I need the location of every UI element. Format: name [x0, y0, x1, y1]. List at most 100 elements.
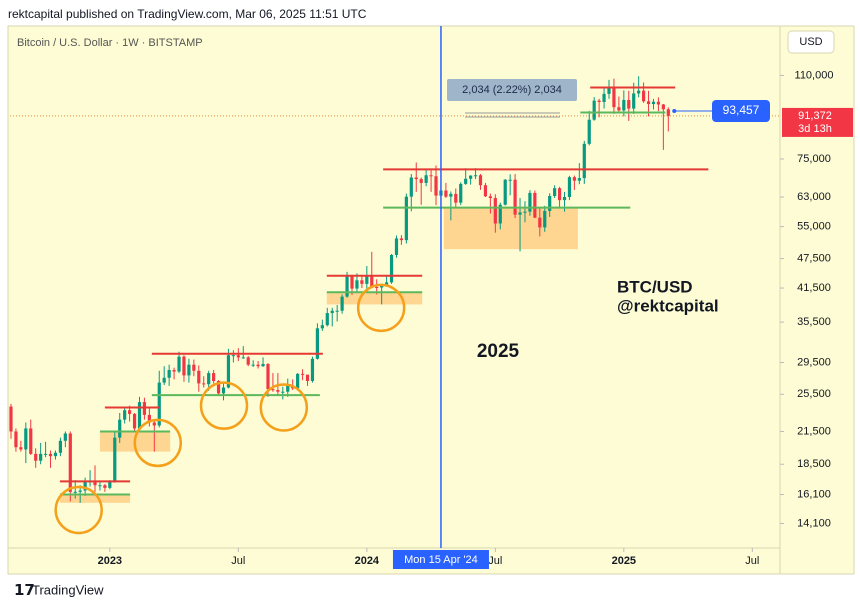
annotation: BTC/USD — [617, 277, 693, 296]
candle-body — [29, 428, 33, 454]
measure-label: 2,034 (2.22%) 2,034 — [462, 84, 562, 96]
candle-body — [508, 179, 512, 181]
candle-body — [231, 355, 235, 357]
candle-body — [43, 453, 48, 455]
y-tick-label: 110,000 — [795, 69, 834, 81]
x-tick-label: Jul — [231, 555, 245, 567]
highlight-circle — [199, 381, 249, 430]
candle-body — [202, 383, 206, 385]
candle-body — [39, 453, 43, 461]
candle-body — [518, 212, 522, 215]
candle-body — [409, 177, 413, 197]
candle-body — [197, 370, 201, 384]
candle-body — [251, 364, 255, 366]
x-tick-label: Jul — [745, 555, 759, 567]
candle-body — [370, 275, 374, 287]
candle-body — [572, 177, 577, 181]
candle-body — [63, 433, 67, 441]
candle-body — [646, 101, 651, 105]
candle-body — [597, 100, 601, 102]
y-tick-label: 14,100 — [797, 517, 831, 529]
alert-dot — [672, 108, 677, 113]
candle-body — [256, 364, 260, 367]
y-tick-label: 16,100 — [797, 488, 831, 500]
plot: 110,000 75,000 63,000 55,000 47,500 41,500 35,… — [9, 26, 853, 569]
candle-body — [182, 356, 186, 376]
candle-body — [162, 377, 166, 383]
candle-body — [394, 238, 399, 255]
candle-body — [661, 104, 665, 110]
candle-body — [113, 437, 117, 482]
x-tick-label: 2025 — [612, 555, 636, 567]
candle-body — [632, 93, 636, 109]
crosshair-label-box — [392, 550, 489, 569]
candle-body — [320, 325, 324, 329]
footer: TradingView — [32, 582, 104, 597]
y-tick-label: 41,500 — [797, 282, 831, 294]
candle-body — [454, 193, 458, 203]
zone — [59, 494, 131, 503]
candle-body — [543, 210, 547, 228]
candle-body — [637, 90, 641, 94]
candle-body — [296, 373, 300, 389]
candle-body — [538, 217, 542, 228]
candle-body — [429, 175, 433, 177]
candle-body — [123, 410, 127, 420]
last-price-box — [782, 107, 853, 137]
candle-body — [187, 364, 191, 376]
candle-body — [449, 193, 453, 197]
candle-body — [167, 369, 171, 378]
candle-body — [325, 313, 329, 326]
candle-body — [330, 310, 334, 314]
candle-body — [98, 485, 102, 487]
candle-body — [48, 453, 53, 457]
candle-body — [236, 355, 240, 358]
candle-body — [617, 107, 621, 111]
candle-body — [177, 356, 181, 372]
candle-body — [424, 175, 428, 183]
currency: USD — [799, 36, 822, 48]
x-tick-label: Jul — [488, 555, 502, 567]
candle-body — [656, 101, 661, 105]
candle-body — [286, 385, 290, 392]
zone — [443, 207, 578, 250]
candle-body — [152, 422, 156, 426]
candle-body — [192, 364, 196, 371]
highlight-circle — [259, 383, 309, 432]
annotation: 2025 — [477, 341, 520, 362]
candle-body — [557, 188, 562, 201]
candle-body — [641, 90, 646, 102]
x-tick-label: 2023 — [98, 555, 122, 567]
currency-box[interactable] — [787, 30, 835, 54]
candle-body — [523, 211, 527, 213]
candle-body — [73, 491, 77, 493]
y-tick-label: 29,500 — [797, 356, 831, 368]
candle-body — [389, 254, 394, 283]
highlight-circle — [133, 418, 183, 468]
candle-body — [335, 310, 339, 312]
candle-body — [582, 143, 586, 179]
candle-body — [498, 204, 502, 224]
candle-body — [365, 275, 369, 284]
candle-body — [587, 119, 591, 144]
candle-body — [473, 175, 478, 177]
candle-body — [399, 238, 404, 241]
candle-body — [562, 197, 567, 201]
candle-body — [469, 175, 473, 179]
y-tick-label: 47,500 — [797, 252, 831, 264]
candle-body — [157, 382, 161, 426]
candle-body — [207, 373, 211, 385]
candle-body — [246, 357, 250, 365]
candle-body — [14, 431, 18, 448]
candle-body — [226, 355, 231, 388]
candle-body — [384, 282, 389, 286]
candle-body — [281, 391, 285, 393]
candle-body — [533, 192, 537, 218]
candle-body — [355, 280, 359, 289]
candle-body — [553, 188, 557, 196]
candle-body — [53, 452, 58, 457]
candle-body — [83, 481, 87, 491]
logo-mark: 𝟭𝟳 — [14, 582, 35, 599]
candle-body — [414, 177, 418, 180]
